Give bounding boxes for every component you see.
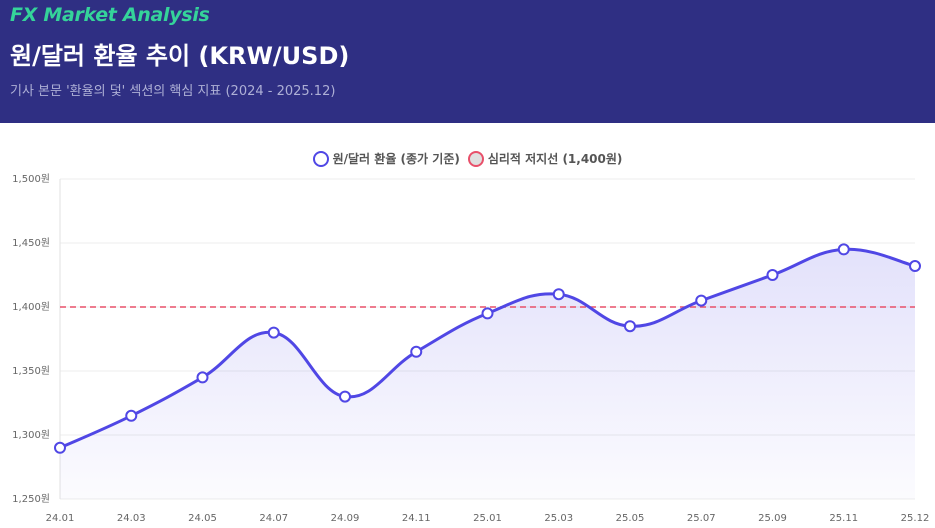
x-tick-label: 25.01 (473, 513, 502, 524)
data-point[interactable] (267, 326, 280, 339)
data-point[interactable] (481, 307, 494, 320)
y-tick-label: 1,450원 (12, 237, 50, 249)
y-tick-label: 1,300원 (12, 429, 50, 441)
x-tick-label: 25.05 (616, 513, 645, 524)
data-point[interactable] (552, 288, 565, 301)
y-tick-label: 1,350원 (12, 365, 50, 377)
exchange-rate-chart: 1,250원 1,300원 1,350원 1,400원 1,450원 1,500원 24.… (12, 173, 930, 524)
x-tick-label: 24.05 (188, 513, 217, 524)
page-title: 원/달러 환율 추이 (KRW/USD) (10, 42, 350, 70)
x-tick-label: 24.11 (402, 513, 431, 524)
x-tick-label: 24.07 (259, 513, 288, 524)
data-point[interactable] (196, 371, 209, 384)
legend-swatch-rate (312, 150, 329, 167)
data-point[interactable] (125, 409, 138, 422)
x-tick-label: 24.03 (117, 513, 146, 524)
legend-item-rate[interactable]: 원/달러 환율 (종가 기준) (312, 150, 460, 167)
data-point[interactable] (766, 269, 779, 281)
x-axis: 24.01 24.03 24.05 24.07 24.09 24.11 25.01 25.03… (46, 513, 930, 524)
x-tick-label: 25.11 (829, 513, 858, 524)
data-point[interactable] (624, 320, 636, 333)
data-point[interactable] (909, 260, 921, 273)
x-tick-label: 24.01 (46, 513, 75, 524)
data-point[interactable] (410, 345, 423, 358)
legend-swatch-threshold (467, 150, 484, 167)
header-banner: FX Market Analysis 원/달러 환율 추이 (KRW/USD) … (0, 0, 935, 123)
y-tick-label: 1,500원 (12, 173, 50, 185)
y-tick-label: 1,250원 (12, 493, 50, 505)
data-point[interactable] (695, 294, 708, 307)
data-point[interactable] (339, 390, 351, 403)
data-point[interactable] (54, 441, 66, 454)
data-point[interactable] (837, 243, 850, 256)
brand-label: FX Market Analysis (10, 4, 210, 26)
x-tick-label: 25.07 (687, 513, 716, 524)
rate-area-fill (60, 249, 915, 499)
legend-item-threshold[interactable]: 심리적 저지선 (1,400원) (467, 150, 623, 167)
y-tick-label: 1,400원 (12, 301, 50, 313)
chart-legend: 원/달러 환율 (종가 기준) 심리적 저지선 (1,400원) (0, 150, 935, 167)
y-axis: 1,250원 1,300원 1,350원 1,400원 1,450원 1,500원 (12, 173, 61, 505)
x-tick-label: 25.12 (901, 513, 930, 524)
x-tick-label: 25.03 (544, 513, 573, 524)
x-tick-label: 25.09 (758, 513, 787, 524)
x-tick-label: 24.09 (331, 513, 360, 524)
legend-label-rate: 원/달러 환율 (종가 기준) (332, 152, 460, 166)
data-points (54, 243, 921, 454)
page-subtitle: 기사 본문 '환율의 덫' 섹션의 핵심 지표 (2024 - 2025.12) (10, 84, 336, 99)
legend-label-threshold: 심리적 저지선 (1,400원) (487, 152, 623, 166)
